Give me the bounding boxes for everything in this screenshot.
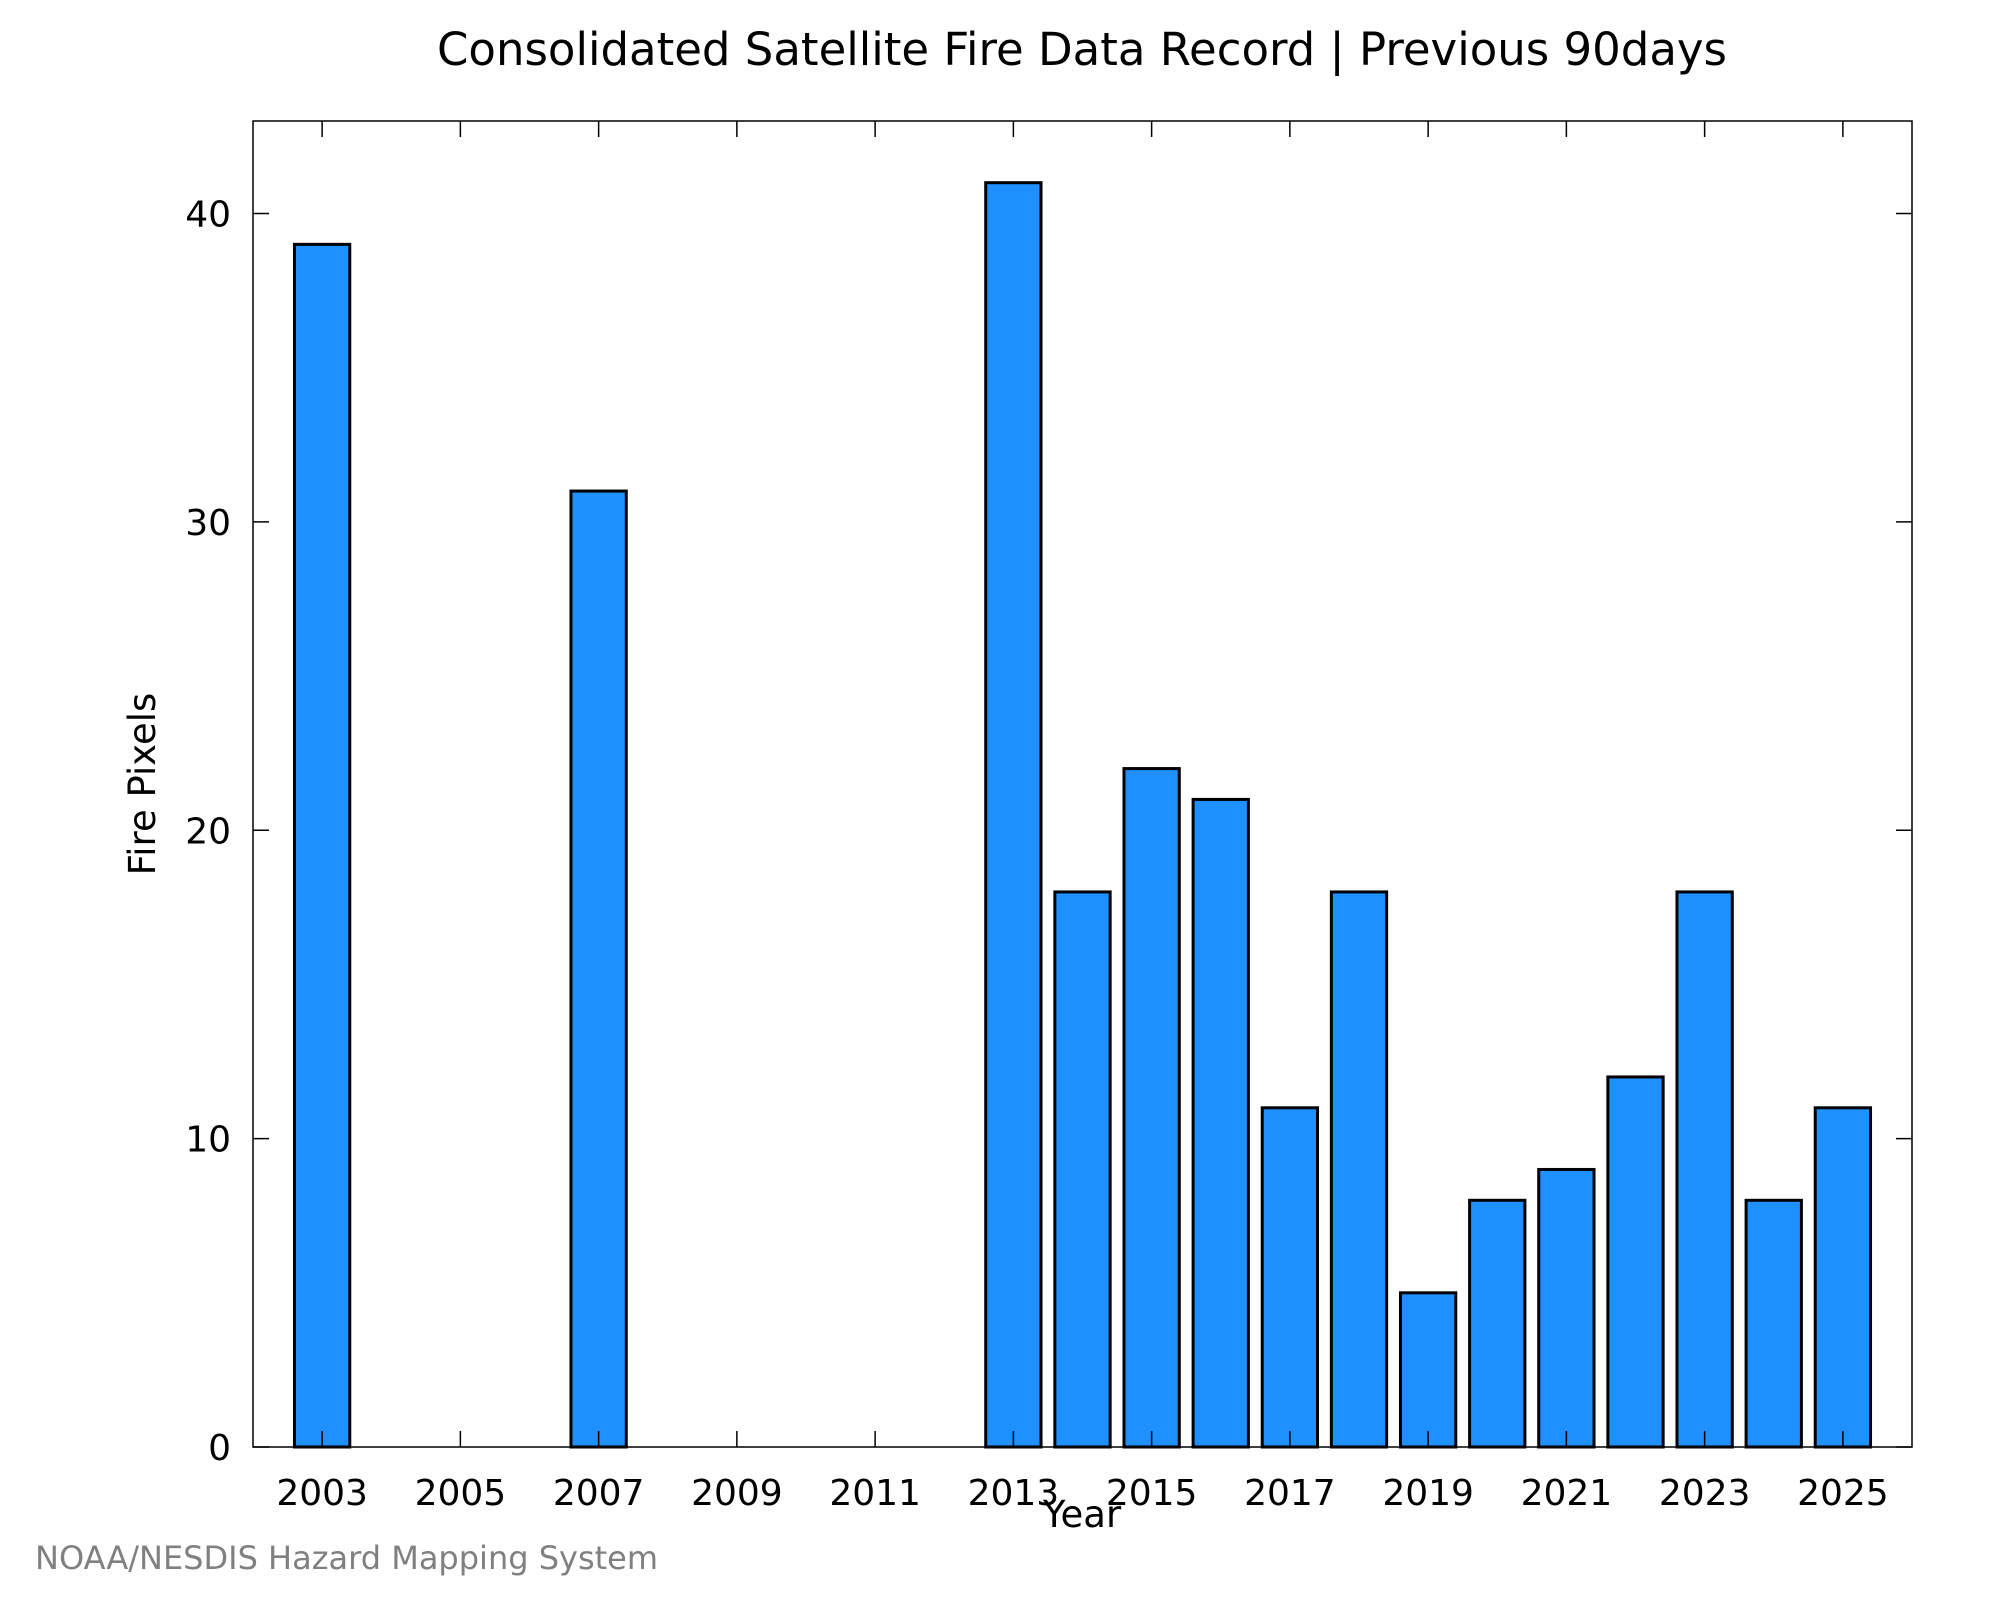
bar-2013 <box>984 181 1043 1449</box>
bar-2020 <box>1468 1198 1527 1449</box>
x-tick-label-2025: 2025 <box>1797 1473 1889 1514</box>
bar-2025 <box>1813 1106 1873 1449</box>
credit-text: NOAA/NESDIS Hazard Mapping System <box>35 1539 658 1577</box>
x-axis-label: Year <box>1042 1493 1122 1536</box>
y-axis-label: Fire Pixels <box>121 693 164 876</box>
y-ticks-group: 0 10 20 30 40 <box>185 195 1912 1469</box>
bar-2021 <box>1537 1167 1596 1449</box>
bar-2017 <box>1260 1106 1320 1449</box>
bar-2019 <box>1398 1291 1458 1449</box>
bar-2003 <box>292 242 352 1449</box>
bars-group <box>292 181 1873 1449</box>
bar-2023 <box>1675 890 1734 1449</box>
chart-title: Consolidated Satellite Fire Data Record … <box>437 23 1727 76</box>
x-tick-label-2013: 2013 <box>968 1473 1060 1514</box>
bar-2015 <box>1122 767 1181 1449</box>
y-tick-label-0: 0 <box>208 1428 231 1469</box>
x-tick-label-2011: 2011 <box>829 1473 921 1514</box>
x-tick-label-2007: 2007 <box>553 1473 645 1514</box>
y-tick-label-20: 20 <box>185 811 231 852</box>
plot-frame <box>252 120 1913 1448</box>
x-tick-label-2017: 2017 <box>1244 1473 1336 1514</box>
x-tick-label-2019: 2019 <box>1382 1473 1474 1514</box>
bar-2022 <box>1606 1075 1665 1449</box>
x-ticks-group: 2003 2005 2007 2009 2011 2013 2015 2017 2019 2021… <box>276 121 1889 1514</box>
x-tick-label-2015: 2015 <box>1106 1473 1198 1514</box>
y-tick-label-10: 10 <box>185 1120 231 1161</box>
bar-2018 <box>1329 890 1389 1449</box>
x-tick-label-2021: 2021 <box>1521 1473 1613 1514</box>
bar-2014 <box>1053 890 1112 1449</box>
x-tick-label-2023: 2023 <box>1659 1473 1751 1514</box>
bar-2016 <box>1191 797 1250 1449</box>
y-tick-label-30: 30 <box>185 503 231 544</box>
x-tick-label-2003: 2003 <box>276 1473 368 1514</box>
bar-2007 <box>569 489 628 1449</box>
x-tick-label-2005: 2005 <box>415 1473 507 1514</box>
y-tick-label-40: 40 <box>185 195 231 236</box>
bar-2024 <box>1744 1198 1803 1449</box>
x-tick-label-2009: 2009 <box>691 1473 783 1514</box>
